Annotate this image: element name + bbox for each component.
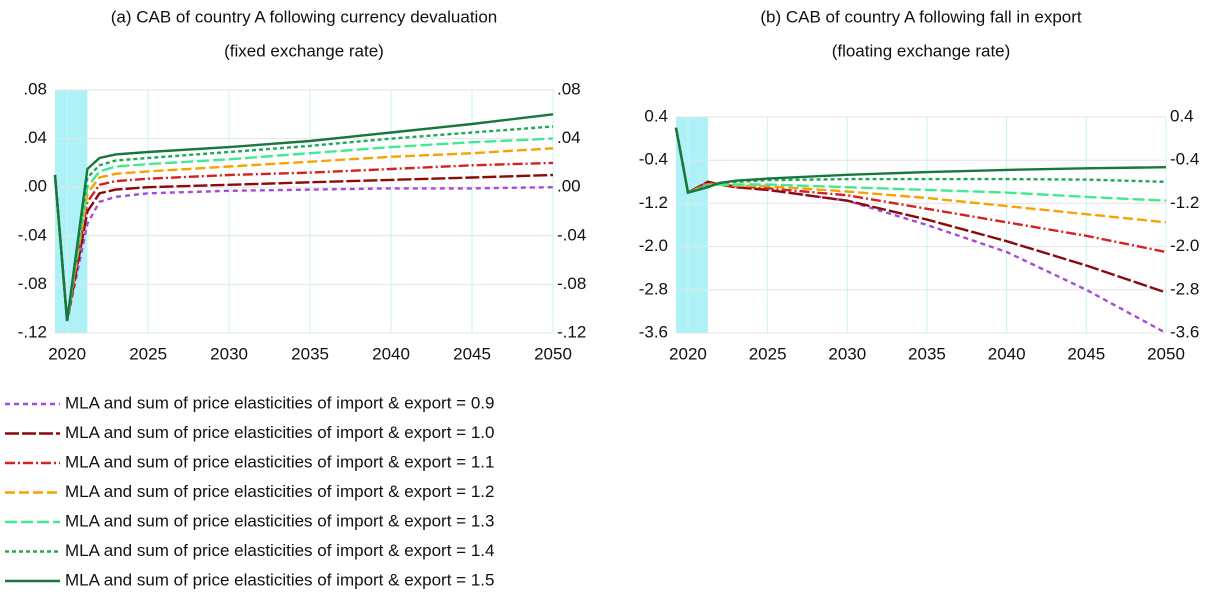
x-tick-label: 2045 — [453, 344, 491, 363]
series-line — [674, 127, 1167, 224]
series-line — [53, 161, 554, 322]
y2-tick-label: -2.0 — [1170, 236, 1199, 255]
y2-tick-label: -.12 — [557, 322, 586, 341]
x-tick-label: 2050 — [534, 344, 572, 363]
chart-subtitle: (floating exchange rate) — [832, 41, 1011, 60]
legend-label: MLA and sum of price elasticities of imp… — [65, 570, 494, 589]
series-line — [674, 127, 1167, 335]
y-tick-label: .00 — [23, 177, 47, 196]
x-tick-label: 2025 — [129, 344, 167, 363]
series-line — [53, 147, 554, 322]
y2-tick-label: 0.4 — [1170, 106, 1194, 125]
legend-label: MLA and sum of price elasticities of imp… — [65, 511, 494, 530]
series-line — [53, 173, 554, 322]
series-line — [53, 125, 554, 322]
x-tick-label: 2020 — [48, 344, 86, 363]
y2-tick-label: -.04 — [557, 225, 586, 244]
series-line — [674, 127, 1167, 254]
y2-tick-label: -0.4 — [1170, 150, 1199, 169]
legend-label: MLA and sum of price elasticities of imp… — [65, 423, 494, 442]
x-tick-label: 2035 — [291, 344, 329, 363]
series-line — [53, 113, 554, 322]
y2-tick-label: .08 — [557, 79, 581, 98]
x-tick-label: 2040 — [988, 344, 1026, 363]
x-tick-label: 2030 — [828, 344, 866, 363]
y2-tick-label: -1.2 — [1170, 193, 1199, 212]
chart-title: (b) CAB of country A following fall in e… — [760, 7, 1082, 26]
legend-label: MLA and sum of price elasticities of imp… — [65, 482, 494, 501]
x-tick-label: 2025 — [749, 344, 787, 363]
y-tick-label: -2.0 — [639, 236, 668, 255]
y2-tick-label: -.08 — [557, 274, 586, 293]
x-tick-label: 2020 — [669, 344, 707, 363]
y-tick-label: -1.2 — [639, 193, 668, 212]
series-line — [674, 127, 1167, 202]
chart-title: (a) CAB of country A following currency … — [111, 7, 497, 26]
x-tick-label: 2050 — [1147, 344, 1185, 363]
y-tick-label: 0.4 — [644, 106, 668, 125]
y-tick-label: .08 — [23, 79, 47, 98]
chart-subtitle: (fixed exchange rate) — [224, 41, 384, 60]
y2-tick-label: -2.8 — [1170, 279, 1199, 298]
x-tick-label: 2035 — [908, 344, 946, 363]
legend-label: MLA and sum of price elasticities of imp… — [65, 393, 494, 412]
y-tick-label: -2.8 — [639, 279, 668, 298]
y-tick-label: -0.4 — [639, 150, 668, 169]
series-line — [53, 174, 554, 322]
y2-tick-label: .04 — [557, 128, 581, 147]
y2-tick-label: -3.6 — [1170, 322, 1199, 341]
legend-label: MLA and sum of price elasticities of imp… — [65, 541, 494, 560]
x-tick-label: 2040 — [372, 344, 410, 363]
y-tick-label: -.12 — [18, 322, 47, 341]
x-tick-label: 2030 — [210, 344, 248, 363]
y-tick-label: -3.6 — [639, 322, 668, 341]
y-tick-label: -.04 — [18, 225, 47, 244]
y-tick-label: .04 — [23, 128, 47, 147]
series-line — [674, 127, 1167, 294]
y2-tick-label: .00 — [557, 177, 581, 196]
x-tick-label: 2045 — [1067, 344, 1105, 363]
legend-label: MLA and sum of price elasticities of imp… — [65, 452, 494, 471]
y-tick-label: -.08 — [18, 274, 47, 293]
series-line — [674, 127, 1167, 195]
